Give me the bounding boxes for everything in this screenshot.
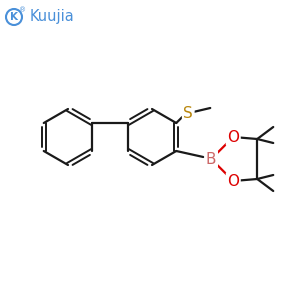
Text: Kuujia: Kuujia bbox=[30, 10, 75, 25]
Text: B: B bbox=[206, 152, 217, 166]
Text: O: O bbox=[227, 130, 239, 145]
Text: K: K bbox=[10, 12, 18, 22]
Text: ®: ® bbox=[20, 7, 27, 13]
Text: O: O bbox=[227, 173, 239, 188]
Text: S: S bbox=[183, 106, 193, 121]
